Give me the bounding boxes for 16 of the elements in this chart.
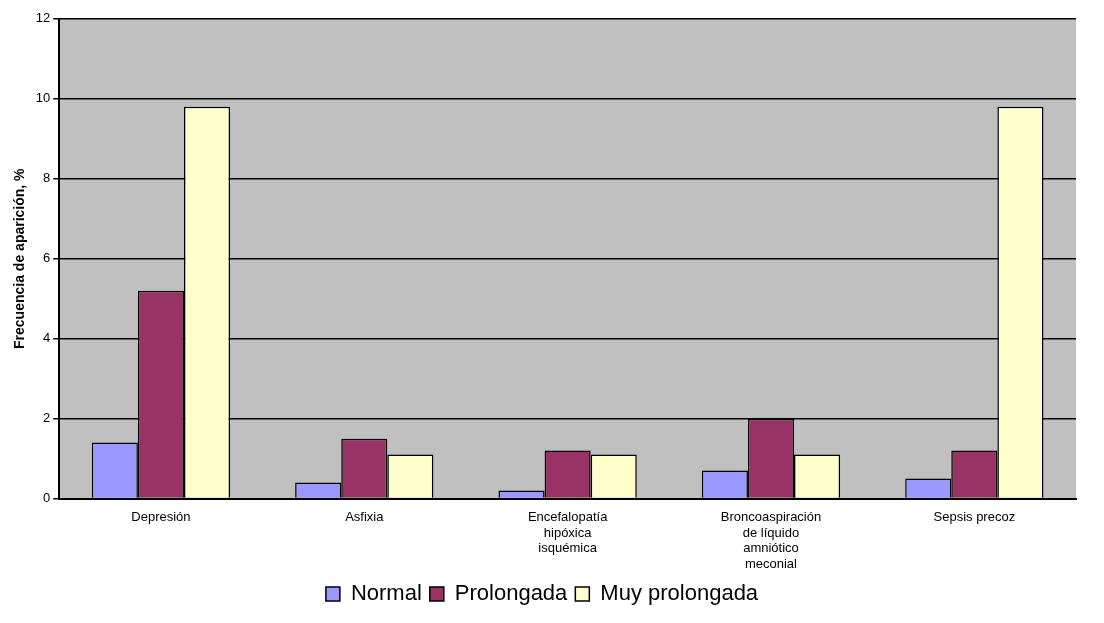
x-tick-label: Depresión <box>131 508 191 524</box>
y-axis-title: Frecuencia de aparición, % <box>11 167 28 349</box>
y-tick-label: 2 <box>43 410 51 426</box>
y-tick-label: 10 <box>35 90 51 106</box>
x-tick-label: Sepsis precoz <box>933 508 1016 524</box>
y-tick-label: 0 <box>43 490 51 506</box>
y-tick-label: 8 <box>43 170 51 186</box>
x-tick-label: Asfixia <box>345 508 385 524</box>
x-tick-label: Broncoaspiración de líquido amniótico meconial <box>720 508 822 571</box>
x-tick-label: Encefalopatía hipóxica isquémica <box>527 508 609 556</box>
legend-label: Muy prolongada <box>600 580 759 606</box>
y-tick-label: 4 <box>43 330 51 346</box>
legend-label: Normal <box>350 580 422 606</box>
y-tick-label: 12 <box>35 10 51 26</box>
legend-label: Prolongada <box>454 580 569 606</box>
y-tick-label: 6 <box>43 250 51 266</box>
